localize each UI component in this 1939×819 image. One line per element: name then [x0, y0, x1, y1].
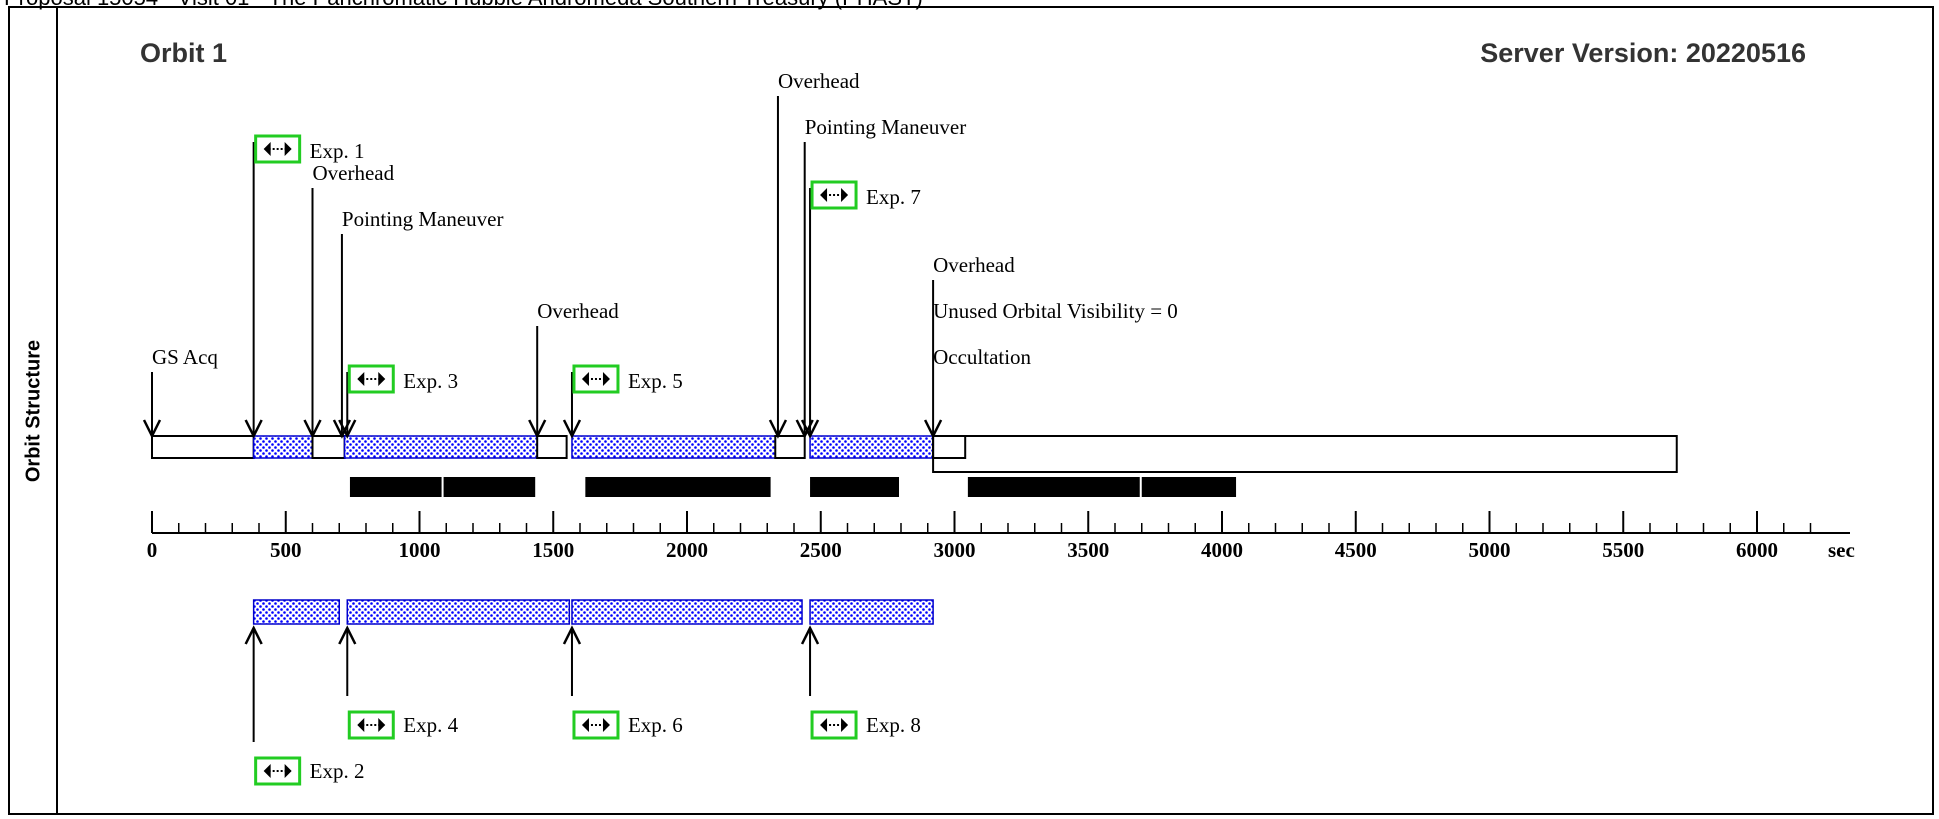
exposure-icon — [810, 710, 858, 740]
event-label: Exp. 6 — [628, 713, 683, 737]
orbit-panel: Orbit Structure Orbit 1 Server Version: … — [8, 6, 1934, 815]
event-label: Exp. 1 — [310, 139, 365, 163]
exposure-icon-arrows — [357, 718, 386, 732]
exposure-bar — [343, 435, 538, 459]
exposure-icon-border — [810, 710, 858, 740]
tick-label: 2000 — [666, 538, 708, 562]
axis-unit: sec — [1828, 538, 1855, 562]
orbit-title: Orbit 1 — [140, 38, 227, 68]
occultation-bar — [932, 435, 1678, 473]
readout-bar — [967, 477, 1140, 497]
exposure-icon — [572, 710, 620, 740]
tick-label: 5000 — [1469, 538, 1511, 562]
server-version: Server Version: 20220516 — [1480, 38, 1806, 68]
exposure-bar — [252, 599, 340, 625]
arrow-head — [562, 419, 582, 439]
exposure-icon — [347, 710, 395, 740]
event-label: Overhead — [778, 69, 860, 93]
overhead-bar — [536, 435, 568, 459]
exposure-bar — [252, 435, 314, 459]
event-label: Exp. 4 — [403, 713, 458, 737]
exposure-icon — [810, 180, 858, 210]
overhead-bar — [151, 435, 255, 459]
event-label: Occultation — [933, 345, 1031, 369]
exposure-bar — [571, 435, 777, 459]
tick-label: 1000 — [399, 538, 441, 562]
tick-label: 4000 — [1201, 538, 1243, 562]
readout-bar — [443, 477, 536, 497]
exposure-icon — [347, 364, 395, 394]
tick-label: 1500 — [532, 538, 574, 562]
event-label: Exp. 2 — [310, 759, 365, 783]
time-axis: 0 500 1000 1500 2000 2500 3000 3500 4000 4500 5000… — [147, 511, 1855, 562]
event-label: Overhead — [933, 253, 1015, 277]
exposure-icon-arrows — [820, 718, 849, 732]
exposure-icon — [572, 364, 620, 394]
exposure-bar — [571, 599, 803, 625]
page-title: Proposal 15054 - Visit 01 - The Panchrom… — [4, 0, 923, 9]
bottom-layer: Exp. 2 Exp. 4 Exp. 6 Exp. 8 — [244, 599, 934, 786]
tick-label: 500 — [270, 538, 302, 562]
exposure-icon-arrows — [357, 372, 386, 386]
arrow-head — [800, 625, 820, 645]
event-label: Exp. 5 — [628, 369, 683, 393]
arrow-head — [303, 419, 322, 439]
arrow-head — [244, 625, 263, 645]
arrow-head — [338, 625, 357, 645]
tick-label: 6000 — [1736, 538, 1778, 562]
exposure-icon-arrows — [581, 718, 610, 732]
tick-label: 3500 — [1067, 538, 1109, 562]
arrow-head — [800, 419, 820, 439]
arrow-head — [528, 419, 547, 439]
tick-label: 2500 — [800, 538, 842, 562]
overhead-bar — [774, 435, 806, 459]
exposure-icon-arrows — [820, 188, 849, 202]
readout-bar — [810, 477, 899, 497]
readout-bar — [349, 477, 442, 497]
arrow-head — [338, 419, 357, 439]
overhead-bar — [932, 435, 967, 459]
event-label: Pointing Maneuver — [342, 207, 504, 231]
exposure-bar — [809, 599, 934, 625]
tick-label: 4500 — [1335, 538, 1377, 562]
arrow-head — [923, 419, 943, 439]
event-label: GS Acq — [152, 345, 218, 369]
exposure-icon-arrows — [581, 372, 610, 386]
exposure-bar — [346, 599, 571, 625]
exposure-icon — [254, 134, 302, 164]
tick-label: 5500 — [1602, 538, 1644, 562]
exposure-icon — [254, 756, 302, 786]
event-label: Overhead — [537, 299, 619, 323]
overhead-bar — [311, 435, 346, 459]
exposure-icon-arrows — [263, 142, 292, 156]
event-label: Overhead — [313, 161, 395, 185]
tick-label: 0 — [147, 538, 158, 562]
readout-bar — [1141, 477, 1237, 497]
arrow-head — [142, 419, 162, 439]
side-strip: Orbit Structure — [10, 8, 58, 813]
arrow-head — [562, 625, 582, 645]
readout-bar — [585, 477, 771, 497]
event-label: Pointing Maneuver — [805, 115, 967, 139]
event-label: Exp. 3 — [403, 369, 458, 393]
arrow-head — [768, 419, 788, 439]
event-label: Unused Orbital Visibility = 0 — [933, 299, 1178, 323]
tick-label: 3000 — [934, 538, 976, 562]
event-label: Exp. 7 — [866, 185, 921, 209]
event-label: Exp. 8 — [866, 713, 921, 737]
orbit-diagram: Orbit 1 Server Version: 20220516 GS Acq E… — [140, 38, 1855, 786]
exposure-icon-arrows — [263, 764, 292, 778]
exposure-bar — [809, 435, 934, 459]
arrow-head — [244, 419, 263, 439]
